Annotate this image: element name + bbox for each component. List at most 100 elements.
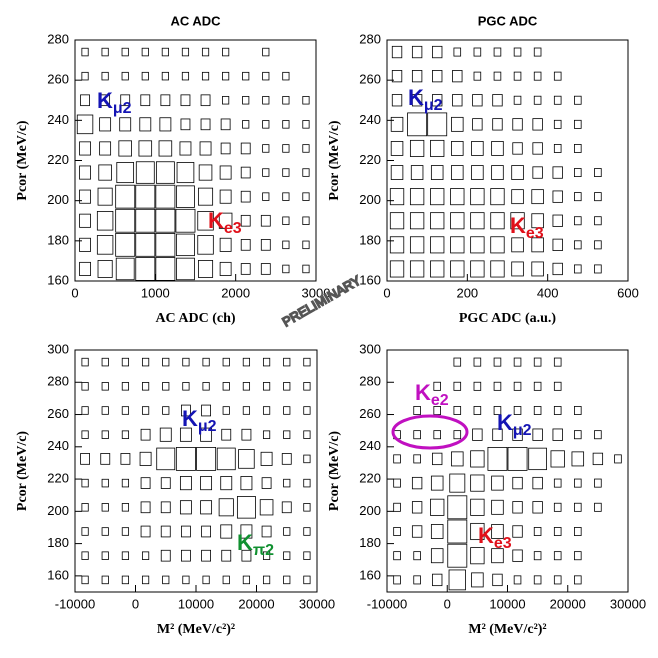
box: [141, 71, 149, 81]
box: [121, 527, 130, 536]
box: [553, 551, 562, 561]
box: [97, 187, 113, 206]
box: [121, 503, 130, 512]
box: [155, 257, 176, 281]
x-tick-label: 30000: [610, 596, 646, 611]
box: [574, 430, 582, 440]
box: [574, 95, 582, 105]
box: [432, 70, 443, 83]
y-tick-label: 260: [47, 406, 69, 421]
box: [121, 430, 130, 439]
box: [216, 447, 236, 471]
annotation-letter: K: [408, 85, 424, 110]
y-tick-label: 260: [47, 72, 69, 87]
y-tick-label: 220: [359, 152, 381, 167]
box: [202, 357, 210, 367]
box: [79, 141, 91, 156]
box: [594, 502, 602, 512]
y-tick-label: 240: [359, 438, 381, 453]
box: [261, 525, 272, 538]
box: [453, 357, 462, 367]
box: [141, 382, 150, 391]
box: [161, 71, 169, 81]
box: [141, 47, 149, 57]
box: [160, 501, 171, 514]
box: [453, 430, 462, 440]
box: [200, 500, 213, 515]
box: [594, 264, 602, 274]
box: [302, 144, 310, 153]
box: [282, 264, 290, 274]
box: [180, 94, 191, 107]
box: [181, 404, 191, 417]
box: [140, 428, 151, 441]
box: [430, 498, 445, 516]
y-tick-label: 280: [359, 374, 381, 389]
box: [393, 454, 401, 464]
box: [473, 71, 482, 81]
box: [262, 47, 270, 57]
box: [200, 427, 213, 442]
box: [197, 211, 214, 231]
box: [101, 575, 109, 585]
box: [303, 575, 311, 585]
y-axis-label: Pcor (MeV/c): [15, 431, 30, 512]
box: [282, 96, 290, 105]
box: [471, 572, 484, 588]
box: [472, 428, 483, 441]
box: [101, 430, 109, 439]
box: [449, 473, 466, 493]
box: [240, 190, 251, 203]
box: [179, 141, 192, 156]
box: [430, 165, 444, 180]
y-tick-label: 240: [359, 112, 381, 127]
annotation-sub: e3: [224, 220, 242, 237]
box: [201, 549, 211, 562]
box: [512, 476, 523, 490]
box: [453, 47, 462, 57]
box: [181, 525, 191, 538]
box: [303, 454, 311, 464]
box: [451, 165, 464, 180]
box: [553, 357, 562, 367]
annotation-sub: e2: [431, 392, 449, 409]
y-tick-label: 280: [47, 31, 69, 46]
box: [283, 478, 291, 488]
box: [201, 71, 210, 81]
box: [99, 141, 112, 156]
box: [180, 118, 191, 131]
box: [162, 406, 170, 415]
box: [159, 117, 172, 132]
box: [262, 71, 270, 81]
box: [100, 453, 111, 465]
box: [302, 264, 310, 274]
box: [282, 168, 290, 177]
box: [512, 501, 523, 514]
box: [391, 45, 403, 59]
box: [453, 406, 462, 415]
box: [552, 190, 563, 203]
box: [79, 213, 91, 228]
box: [574, 144, 582, 153]
box: [447, 543, 468, 568]
y-tick-label: 220: [47, 152, 69, 167]
x-tick-label: -10000: [367, 596, 407, 611]
annotation-letter: K: [182, 406, 198, 431]
y-tick-label: 180: [359, 232, 381, 247]
box: [135, 208, 156, 233]
box: [121, 357, 130, 367]
box: [470, 260, 485, 278]
box: [470, 236, 485, 254]
box: [100, 94, 111, 107]
box: [471, 165, 484, 180]
box: [407, 112, 428, 137]
box: [302, 120, 310, 129]
box: [390, 116, 404, 132]
box: [393, 502, 401, 512]
box: [511, 189, 524, 205]
box: [491, 475, 504, 491]
box: [220, 118, 231, 131]
box: [450, 260, 465, 278]
annotation-letter: K: [415, 380, 431, 405]
